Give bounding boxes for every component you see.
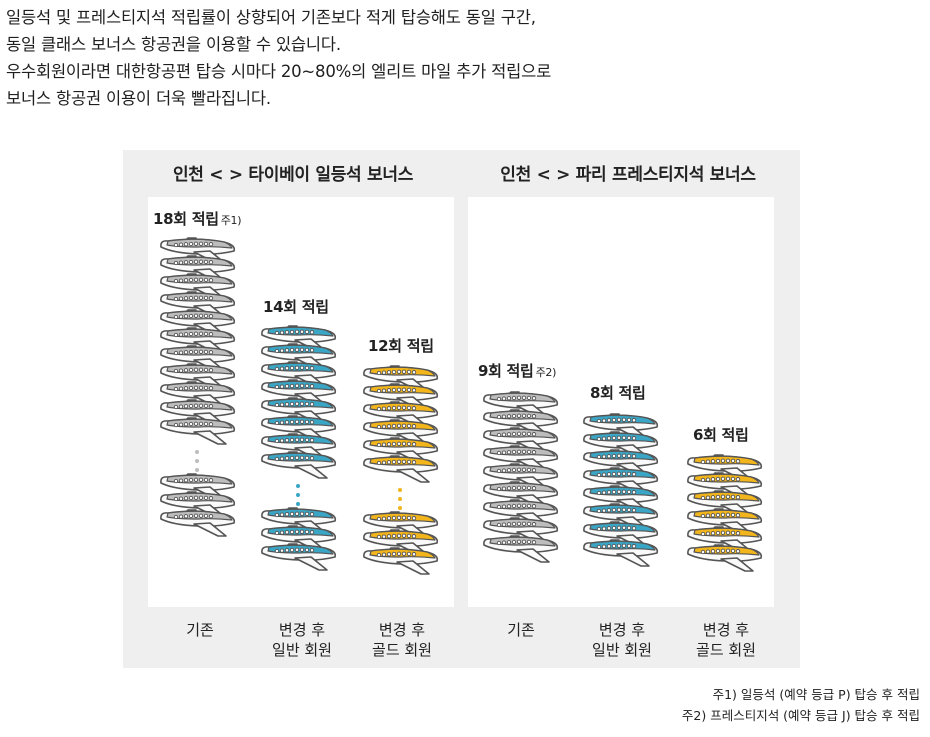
category-line: 변경 후 xyxy=(702,621,750,639)
count-label: 8회 적립 xyxy=(590,384,646,402)
plane-icon xyxy=(483,535,559,563)
column-label: 18회 적립 주1) xyxy=(153,208,242,229)
count-label: 6회 적립 xyxy=(693,426,749,444)
footnote: 주2) 프레스티지석 (예약 등급 J) 탑승 후 적립 xyxy=(681,708,920,723)
count-label: 18회 적립 xyxy=(153,210,219,228)
category-line: 일반 회원 xyxy=(272,641,332,659)
column-label: 8회 적립 xyxy=(590,382,646,403)
plane-icon xyxy=(160,473,236,501)
category-label: 기존 xyxy=(145,620,255,640)
category-label: 변경 후 골드 회원 xyxy=(347,620,457,660)
column-label: 12회 적립 xyxy=(368,335,434,356)
ellipsis-dot xyxy=(195,468,199,472)
ellipsis-dot xyxy=(195,450,199,454)
plane-icon xyxy=(160,417,236,445)
plane-icon xyxy=(160,309,236,337)
ellipsis-dot xyxy=(296,502,300,506)
plane-icon xyxy=(687,544,763,572)
plane-icon xyxy=(483,481,559,509)
plane-icon xyxy=(363,383,439,411)
plane-icon xyxy=(160,399,236,427)
category-line: 변경 후 xyxy=(278,621,326,639)
count-label: 12회 적립 xyxy=(368,337,434,355)
column-label: 14회 적립 xyxy=(263,296,329,317)
plane-icon xyxy=(363,437,439,465)
plane-icon xyxy=(261,507,337,535)
plane-icon xyxy=(261,433,337,461)
plane-icon xyxy=(160,509,236,537)
footnote-ref: 주2) xyxy=(535,366,557,379)
plane-icon xyxy=(583,539,659,567)
ellipsis-dot xyxy=(296,493,300,497)
category-line: 골드 회원 xyxy=(372,641,432,659)
category-line: 기존 xyxy=(186,621,214,639)
plane-icon xyxy=(363,455,439,483)
ellipsis-dot xyxy=(398,497,402,501)
ellipsis-dot xyxy=(296,484,300,488)
mileage-comparison-diagram: 인천 < > 타이베이 일등석 보너스 인천 < > 파리 프레스티지석 보너스… xyxy=(123,150,800,668)
column-label: 6회 적립 xyxy=(693,424,749,445)
intro-line: 일등석 및 프레스티지석 적립률이 상향되어 기존보다 적게 탑승해도 동일 구… xyxy=(6,8,536,27)
ellipsis-dot xyxy=(195,459,199,463)
category-label: 변경 후 일반 회원 xyxy=(247,620,357,660)
intro-line: 동일 클래스 보너스 항공권을 이용할 수 있습니다. xyxy=(6,35,341,54)
footnotes: 주1) 일등석 (예약 등급 P) 탑승 후 적립 주2) 프레스티지석 (예약… xyxy=(682,684,920,726)
category-line: 기존 xyxy=(507,621,535,639)
category-line: 골드 회원 xyxy=(696,641,756,659)
intro-line: 보너스 항공권 이용이 더욱 빨라집니다. xyxy=(6,89,271,108)
category-line: 변경 후 xyxy=(598,621,646,639)
category-line: 일반 회원 xyxy=(592,641,652,659)
plane-icon xyxy=(261,451,337,479)
plane-icon xyxy=(583,503,659,531)
plane-icon xyxy=(261,325,337,353)
ellipsis-dot xyxy=(398,488,402,492)
footnote-ref: 주1) xyxy=(220,214,242,227)
count-label: 14회 적립 xyxy=(263,298,329,316)
plane-icon xyxy=(363,547,439,575)
ellipsis-dot xyxy=(398,506,402,510)
plane-icon xyxy=(363,511,439,539)
plane-icon xyxy=(483,463,559,491)
plane-icon xyxy=(483,391,559,419)
plane-icon xyxy=(687,472,763,500)
plane-icon xyxy=(687,454,763,482)
plane-icon xyxy=(583,449,659,477)
plane-icon xyxy=(261,397,337,425)
plane-icon xyxy=(483,517,559,545)
category-line: 변경 후 xyxy=(378,621,426,639)
plane-icon xyxy=(261,543,337,571)
intro-line: 우수회원이라면 대한항공편 탑승 시마다 20~80%의 엘리트 마일 추가 적… xyxy=(6,62,552,81)
category-label: 기존 xyxy=(466,620,576,640)
intro-text: 일등석 및 프레스티지석 적립률이 상향되어 기존보다 적게 탑승해도 동일 구… xyxy=(6,4,906,112)
category-label: 변경 후 골드 회원 xyxy=(671,620,781,660)
plane-icon xyxy=(160,273,236,301)
column-label: 9회 적립 주2) xyxy=(478,360,556,381)
panel-title-paris: 인천 < > 파리 프레스티지석 보너스 xyxy=(500,165,756,185)
plane-icon xyxy=(261,343,337,371)
footnote: 주1) 일등석 (예약 등급 P) 탑승 후 적립 xyxy=(712,687,920,702)
panel-title-taipei: 인천 < > 타이베이 일등석 보너스 xyxy=(172,165,414,185)
plane-icon xyxy=(160,291,236,319)
plane-icon xyxy=(363,401,439,429)
count-label: 9회 적립 xyxy=(478,362,534,380)
category-label: 변경 후 일반 회원 xyxy=(567,620,677,660)
